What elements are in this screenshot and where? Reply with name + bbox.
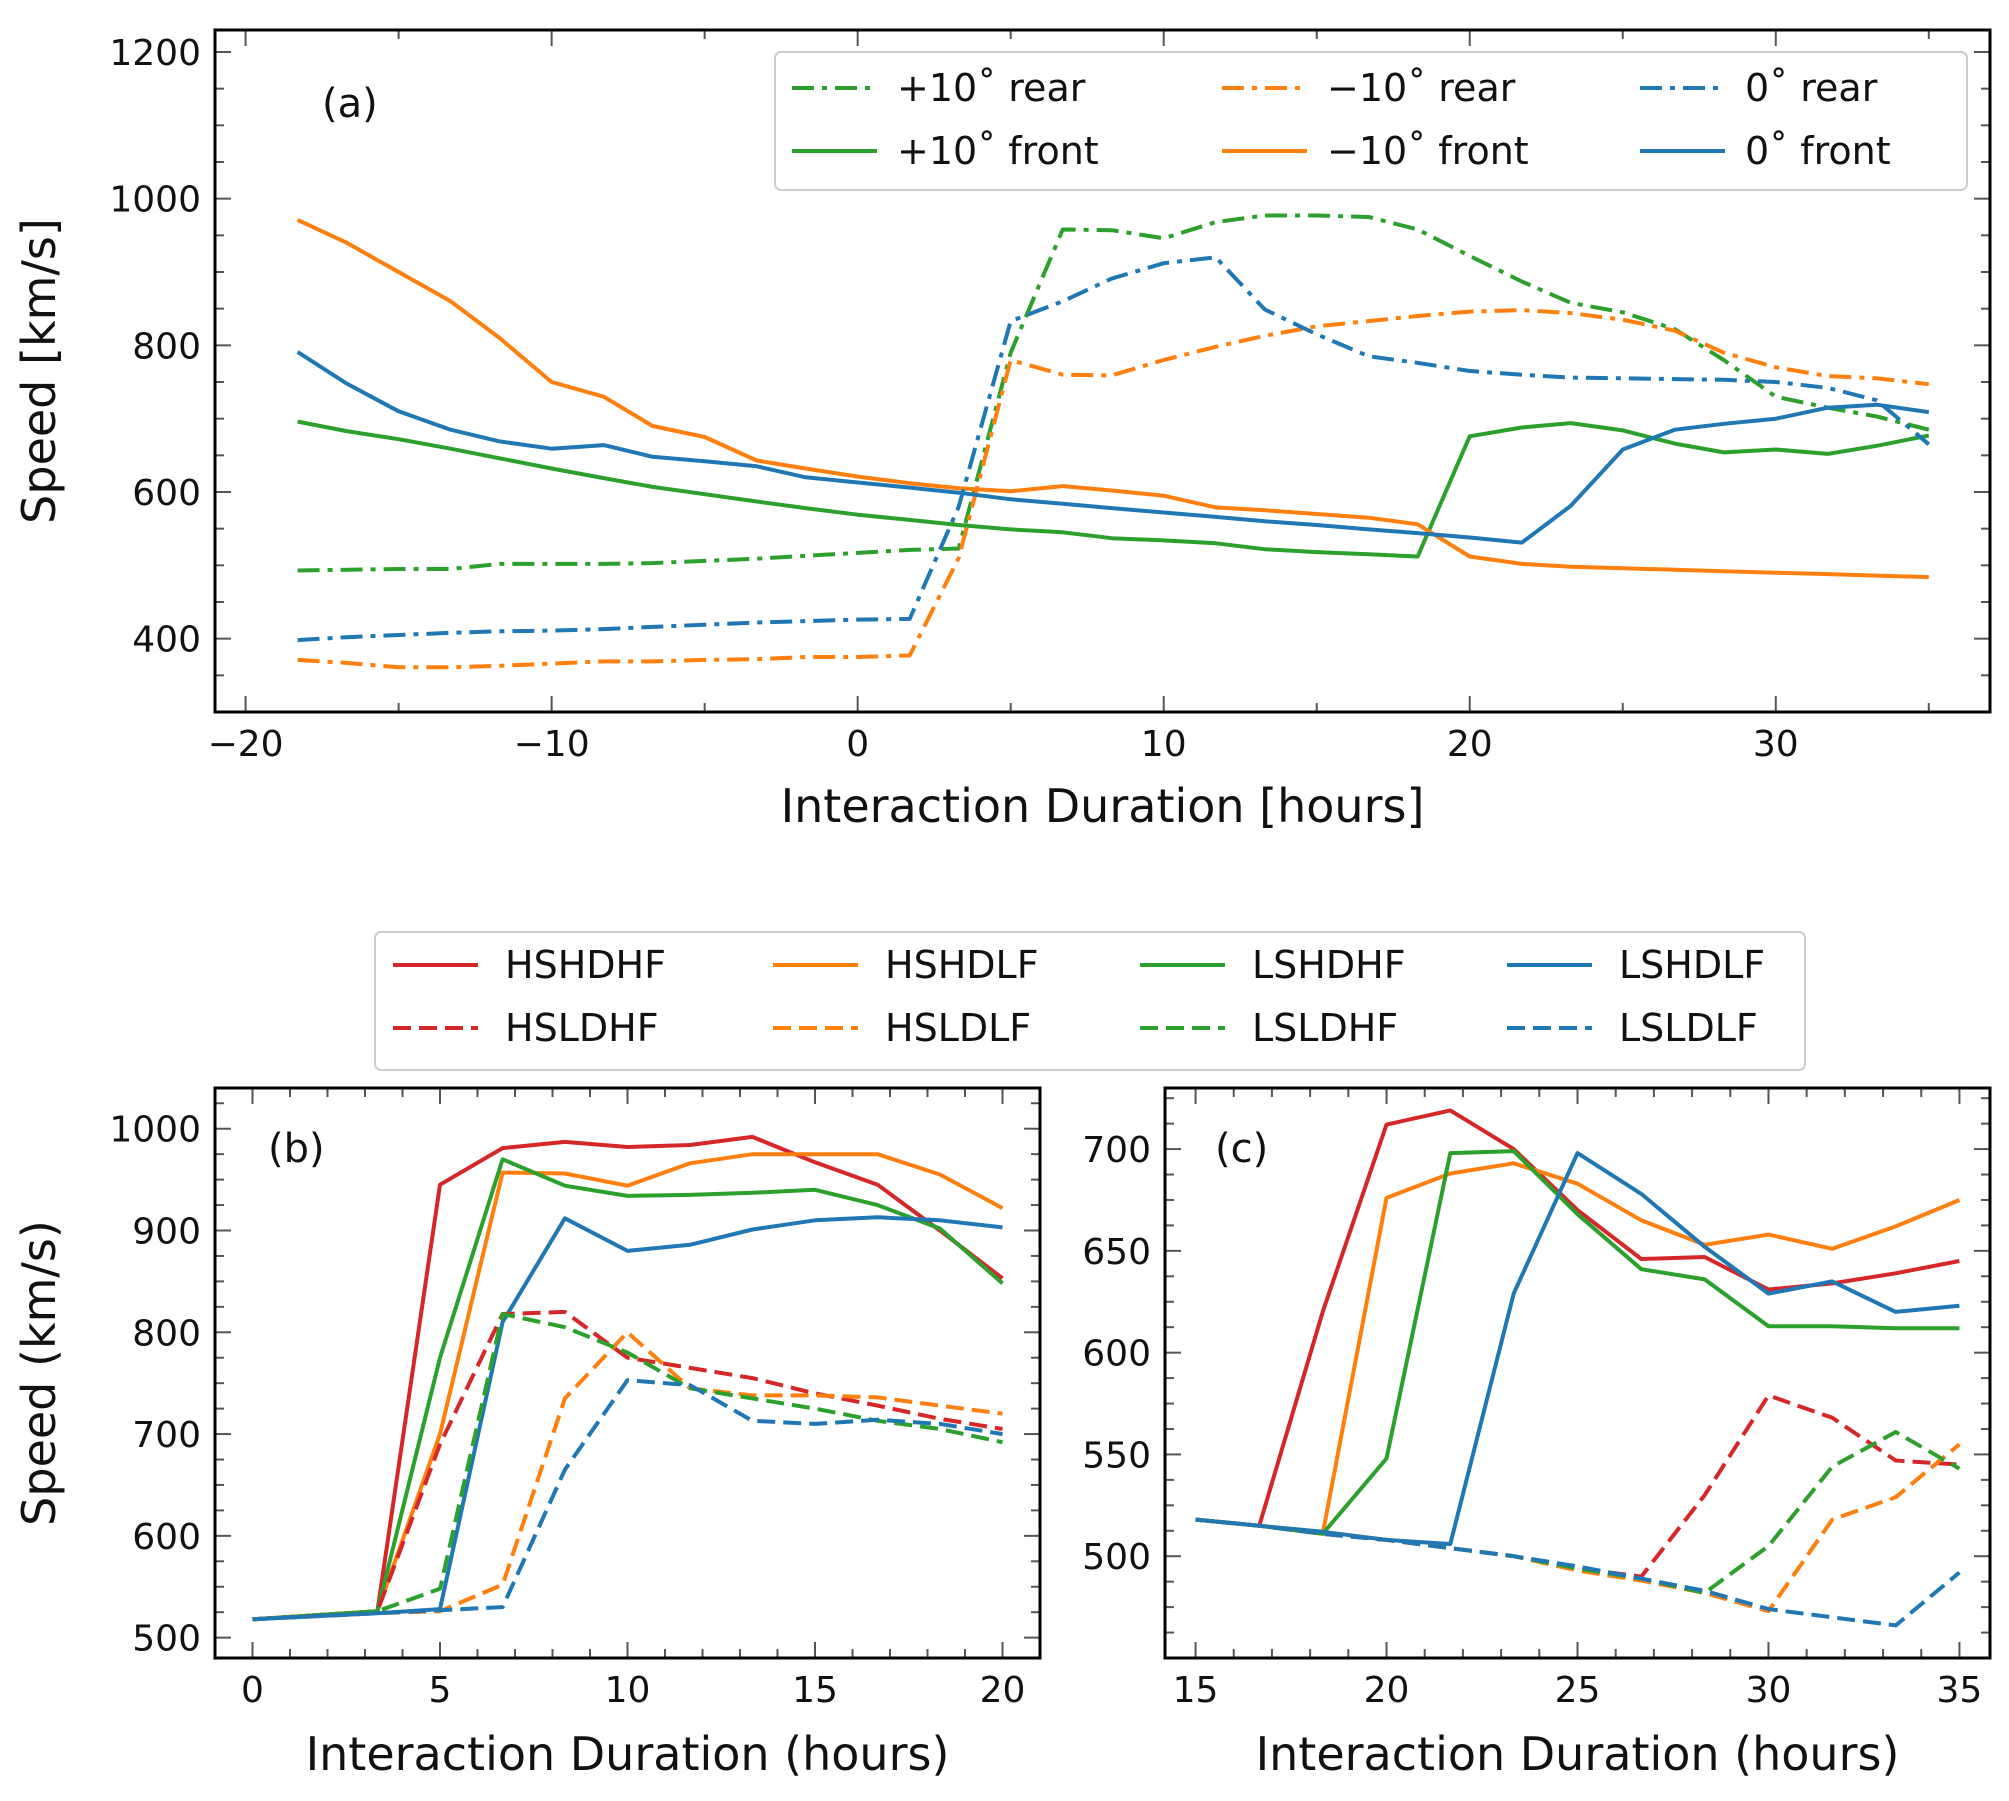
legend-b-label: HSHDHF: [505, 943, 666, 987]
legend-a-label: +10˚ rear: [897, 66, 1086, 110]
y-axis-label: Speed (km/s): [12, 1220, 66, 1526]
panel-a: −20 −10 0 10 20 30 400 600 800 1000 1200 (a) Interac…: [12, 28, 1992, 833]
y-tick-label: 400: [132, 620, 201, 661]
series-line-lsldhf: [1195, 1430, 1961, 1595]
y-tick-label: 800: [132, 1313, 201, 1354]
series-line-0-front: [296, 350, 1930, 545]
legend-a-box: [774, 51, 1968, 191]
x-tick-label: 0: [846, 724, 869, 765]
series-line--10-rear: [297, 308, 1930, 670]
x-tick-label: 20: [1364, 1670, 1410, 1711]
x-tick-label: 15: [792, 1670, 838, 1711]
y-axis-label: Speed [km/s]: [12, 218, 66, 524]
y-tick-label: 600: [1082, 1334, 1151, 1375]
legend-b-label: HSLDLF: [885, 1006, 1031, 1050]
plot-frame: [1163, 1086, 1992, 1660]
y-tick-label: 600: [132, 473, 201, 514]
x-tick-label: 10: [605, 1670, 651, 1711]
series-group-c: [1195, 1108, 1961, 1628]
x-tick-label: 30: [1746, 1670, 1792, 1711]
x-axis-label: Interaction Duration (hours): [306, 1727, 950, 1781]
y-tick-label: 1200: [109, 33, 201, 74]
legend-bottom: HSHDHF HSHDLF LSHDHF LSHDLF HSLDHF HSLDLF LSLD…: [374, 931, 1806, 1071]
x-tick-label: −20: [208, 724, 284, 765]
x-tick-label: 20: [980, 1670, 1026, 1711]
x-tick-label: 20: [1447, 724, 1493, 765]
series-line-lsldlf: [252, 1378, 1003, 1622]
series-line--10-front: [296, 218, 1929, 580]
x-tick-label: 0: [241, 1670, 264, 1711]
series-line-hshdlf: [252, 1152, 1004, 1622]
series-line-lshdlf: [1195, 1151, 1960, 1546]
panel-label: (b): [268, 1126, 325, 1172]
series-line-lsldhf: [252, 1312, 1003, 1622]
x-tick-label: 10: [1141, 724, 1187, 765]
plot-frame: [213, 28, 1992, 714]
legend-a-label: 0˚ front: [1745, 129, 1891, 173]
x-tick-label: 35: [1937, 1670, 1983, 1711]
y-tick-label: 600: [132, 1517, 201, 1558]
legend-a-label: −10˚ rear: [1327, 66, 1516, 110]
x-tick-label: 15: [1173, 1670, 1219, 1711]
y-tick-label: 800: [132, 326, 201, 367]
legend-b-label: LSHDHF: [1252, 943, 1406, 987]
series-line-hsldhf: [252, 1309, 1003, 1622]
panel-label: (c): [1215, 1126, 1268, 1172]
legend-b-label: HSHDLF: [885, 943, 1039, 987]
series-line-hsldlf: [252, 1330, 1003, 1622]
series-line-lshdlf: [252, 1215, 1003, 1622]
y-tick-label: 550: [1082, 1435, 1151, 1476]
legend-a-label: 0˚ rear: [1745, 66, 1878, 110]
series-line-0-rear: [297, 255, 1931, 643]
series-line-lshdhf: [252, 1157, 1004, 1622]
legend-b-box: [374, 931, 1806, 1071]
series-line--10-rear: [297, 213, 1930, 573]
y-tick-label: 500: [132, 1619, 201, 1660]
y-tick-label: 700: [132, 1415, 201, 1456]
series-group-b: [252, 1134, 1004, 1622]
legend-b-label: LSLDLF: [1619, 1006, 1758, 1050]
y-tick-label: 500: [1082, 1537, 1151, 1578]
legend-a-label: −10˚ front: [1327, 129, 1529, 173]
series-group-a: [296, 213, 1931, 670]
x-axis-label: Interaction Duration (hours): [1256, 1727, 1900, 1781]
panel-b: 0 5 10 15 20 500 600 700 800 900 1000 (b) Interactio…: [12, 1086, 1042, 1781]
ticks-c: [1165, 1088, 1990, 1659]
series-line-hshdhf: [1195, 1108, 1960, 1528]
x-tick-label: 30: [1753, 724, 1799, 765]
legend-b-label: LSLDHF: [1252, 1006, 1398, 1050]
x-tick-label: 25: [1555, 1670, 1601, 1711]
legend-b-label: HSLDHF: [505, 1006, 659, 1050]
y-tick-label: 650: [1082, 1232, 1151, 1273]
x-axis-label: Interaction Duration [hours]: [781, 779, 1425, 833]
legend-a: +10˚ rear +10˚ front −10˚ rear −10˚ front 0˚…: [774, 51, 1968, 191]
y-tick-label: 1000: [109, 180, 201, 221]
plot-frame: [213, 1086, 1042, 1660]
y-tick-label: 900: [132, 1212, 201, 1253]
series-line-lsldlf: [1195, 1517, 1961, 1628]
series-line-hshdhf: [252, 1134, 1004, 1622]
series-line-hsldhf: [1195, 1393, 1960, 1579]
y-tick-label: 700: [1082, 1130, 1151, 1171]
series-line--10-front: [297, 419, 1930, 559]
panel-c: 15 20 25 30 35 500 550 600 650 700 (c) Interaction …: [1082, 1086, 1992, 1781]
x-tick-label: −10: [514, 724, 590, 765]
ticks-b: [214, 1088, 1041, 1658]
panel-label: (a): [322, 81, 378, 127]
y-tick-label: 1000: [109, 1110, 201, 1151]
x-tick-label: 5: [429, 1670, 452, 1711]
series-line-hsldlf: [1195, 1442, 1961, 1614]
legend-a-label: +10˚ front: [897, 129, 1099, 173]
legend-b-label: LSHDLF: [1619, 943, 1765, 987]
